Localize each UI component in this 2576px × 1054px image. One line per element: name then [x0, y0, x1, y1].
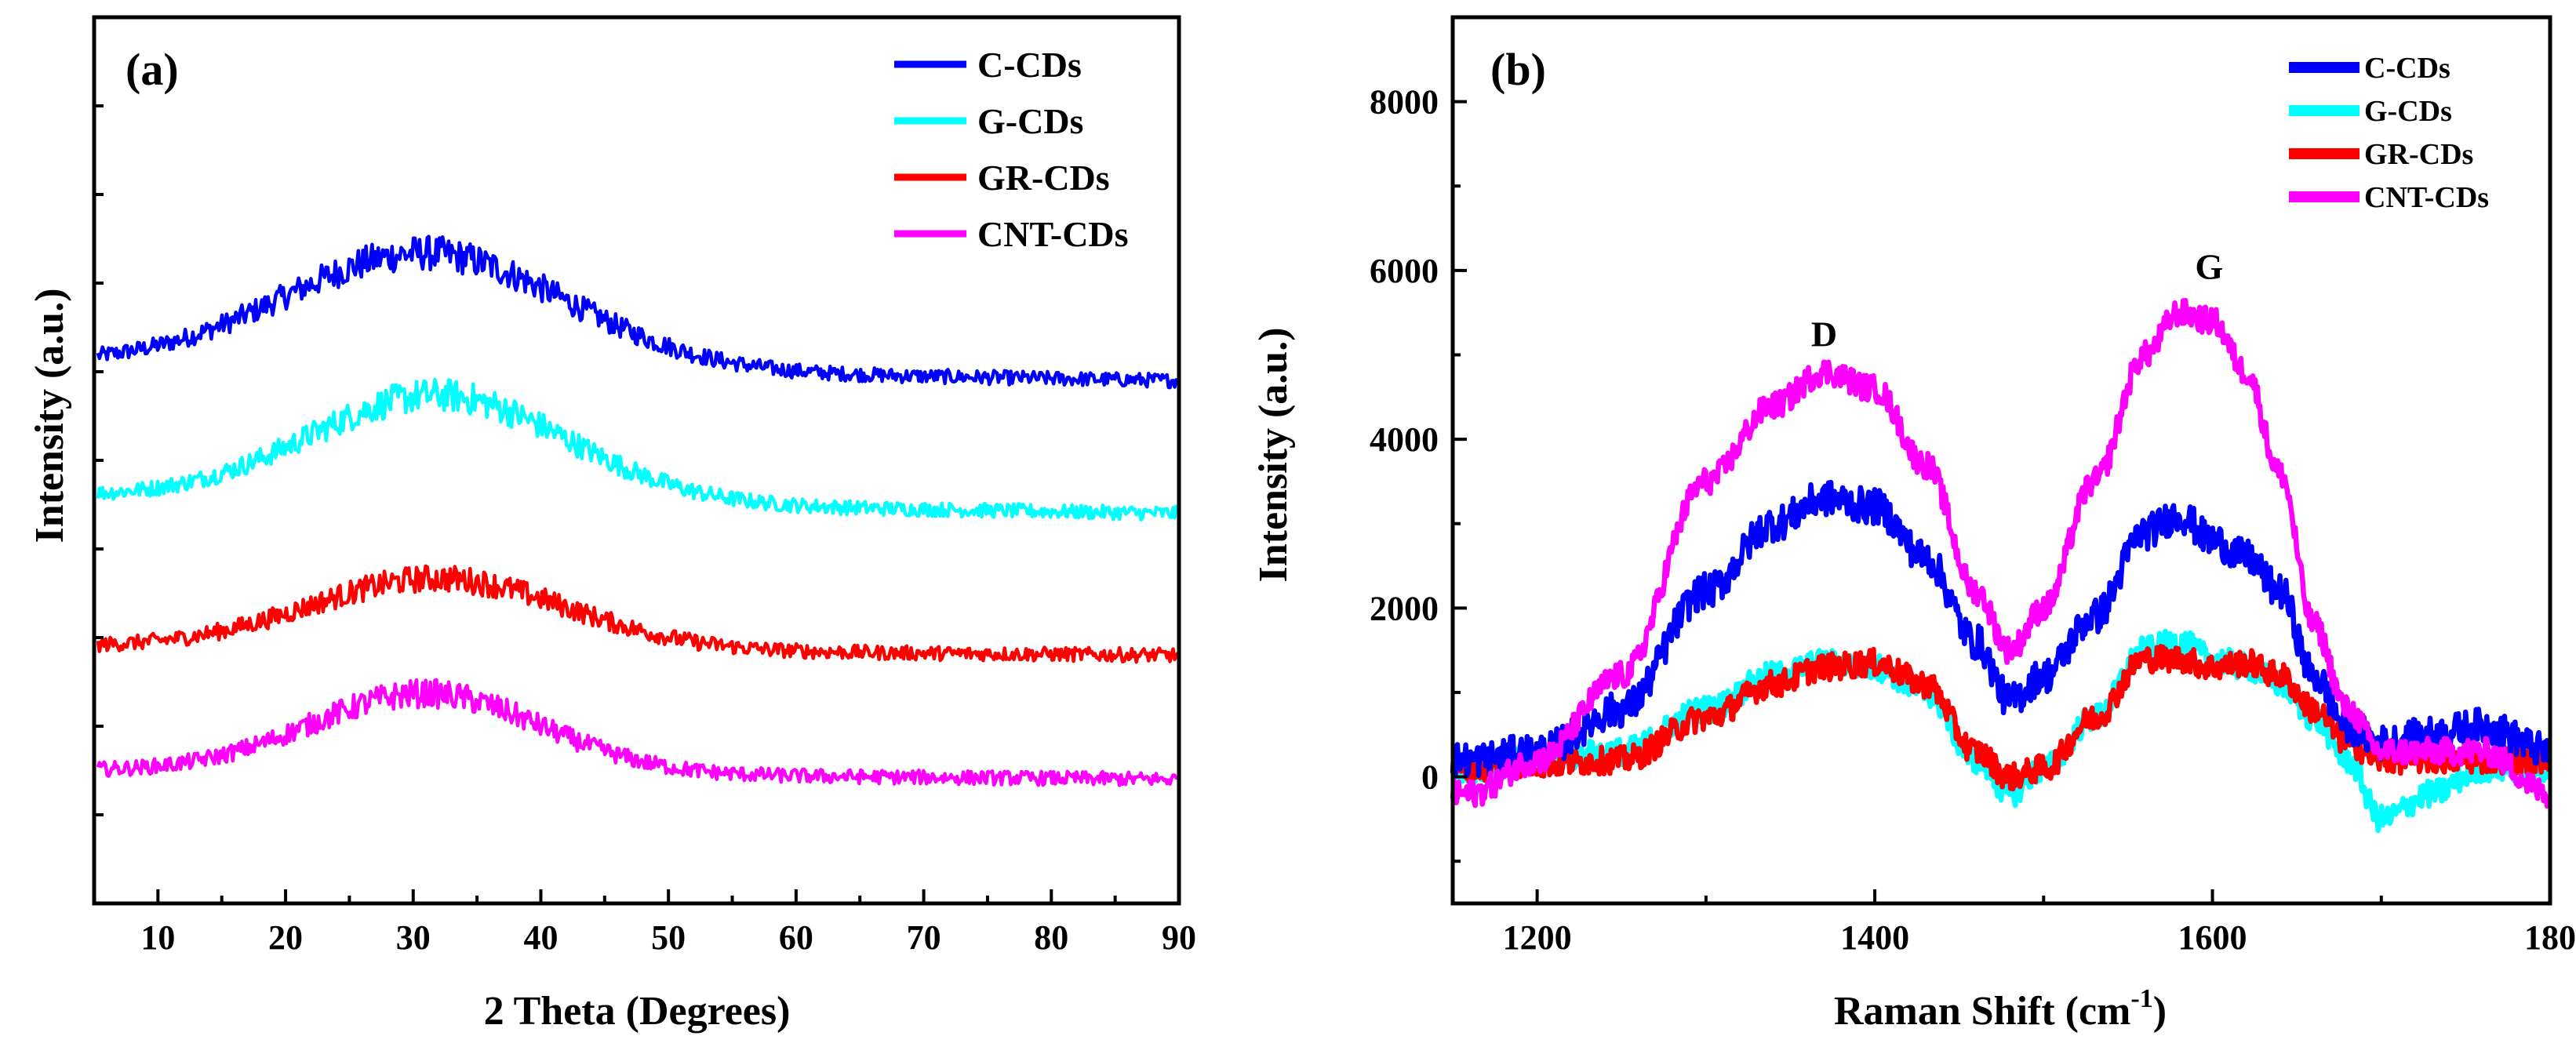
panel-b-frame — [1450, 15, 2552, 906]
legend-label-c-cds: C-CDs — [2364, 52, 2450, 85]
panel-b-y-ticks: 0 2000 4000 6000 8000 — [1370, 16, 1467, 863]
y-tick-label: 8000 — [1370, 83, 1439, 122]
series-line-g-cds — [96, 377, 1180, 522]
x-tick-label: 180 — [2524, 918, 2576, 957]
series-line-cnt-cds — [1450, 297, 2551, 809]
legend-label-g-cds: G-CDs — [977, 101, 1083, 141]
panel-b-x-axis-title-superscript: -1 — [2130, 984, 2152, 1013]
series-line-c-cds — [96, 234, 1180, 390]
series-line-gr-cds — [96, 564, 1180, 664]
panel-a-series-group — [96, 234, 1180, 787]
y-tick-label: 0 — [1421, 758, 1439, 797]
x-tick-label: 10 — [140, 918, 175, 957]
panel-a-y-axis-title: Intensity (a.u.) — [27, 288, 72, 543]
x-tick-label: 1400 — [1840, 918, 1909, 957]
panel-a-legend: C-CDs G-CDs GR-CDs CNT-CDs — [894, 45, 1129, 254]
legend-label-g-cds: G-CDs — [2364, 95, 2452, 128]
panel-b-x-axis-title-main: Raman Shift (cm — [1834, 989, 2130, 1034]
panel-b-x-ticks: 1200 1400 1600 180 — [1503, 889, 2576, 957]
legend-label-gr-cds: GR-CDs — [2364, 138, 2473, 171]
series-line-cnt-cds — [96, 678, 1179, 787]
legend-label-cnt-cds: CNT-CDs — [2364, 181, 2489, 214]
x-tick-label: 1600 — [2178, 918, 2247, 957]
y-tick-label: 6000 — [1370, 252, 1439, 290]
y-tick-label: 2000 — [1370, 589, 1439, 627]
series-line-c-cds — [1450, 479, 2552, 779]
panel-b-peak-annotations: DG — [1811, 247, 2223, 354]
panel-a-label: (a) — [126, 44, 179, 95]
panel-a-y-ticks — [94, 104, 104, 816]
x-tick-label: 30 — [396, 918, 431, 957]
x-tick-label: 90 — [1162, 918, 1196, 957]
y-tick-label: 4000 — [1370, 420, 1439, 459]
legend-label-cnt-cds: CNT-CDs — [977, 214, 1129, 254]
x-tick-label: 1200 — [1503, 918, 1572, 957]
panel-b-series-group — [1450, 297, 2552, 834]
x-tick-label: 60 — [779, 918, 813, 957]
panel-b-x-axis-title: Raman Shift (cm-1) — [1834, 984, 2167, 1034]
x-tick-label: 50 — [651, 918, 686, 957]
peak-label-g: G — [2195, 247, 2223, 287]
panel-b-x-axis-title-suffix: ) — [2153, 989, 2167, 1034]
x-tick-label: 80 — [1034, 918, 1068, 957]
panel-a-x-ticks: 10 20 30 40 50 60 70 80 90 — [93, 889, 1196, 957]
legend-label-gr-cds: GR-CDs — [977, 158, 1110, 198]
x-tick-label: 20 — [268, 918, 303, 957]
x-tick-label: 40 — [523, 918, 558, 957]
legend-label-c-cds: C-CDs — [977, 45, 1082, 85]
peak-label-d: D — [1811, 314, 1837, 354]
panel-b-legend: C-CDs G-CDs GR-CDs CNT-CDs — [2289, 52, 2489, 214]
panel-b-label: (b) — [1490, 44, 1546, 95]
x-tick-label: 70 — [907, 918, 941, 957]
panel-b-raman-chart: 1200 1400 1600 180 0 2000 4000 6000 8000 (b) Ra… — [1251, 15, 2576, 1034]
panel-a-x-axis-title: 2 Theta (Degrees) — [484, 989, 791, 1034]
panel-b-y-axis-title: Intensity (a.u.) — [1251, 327, 1296, 582]
panel-a-xrd-chart: 10 20 30 40 50 60 70 80 90 (a) 2 Theta (Degrees)… — [27, 15, 1196, 1034]
